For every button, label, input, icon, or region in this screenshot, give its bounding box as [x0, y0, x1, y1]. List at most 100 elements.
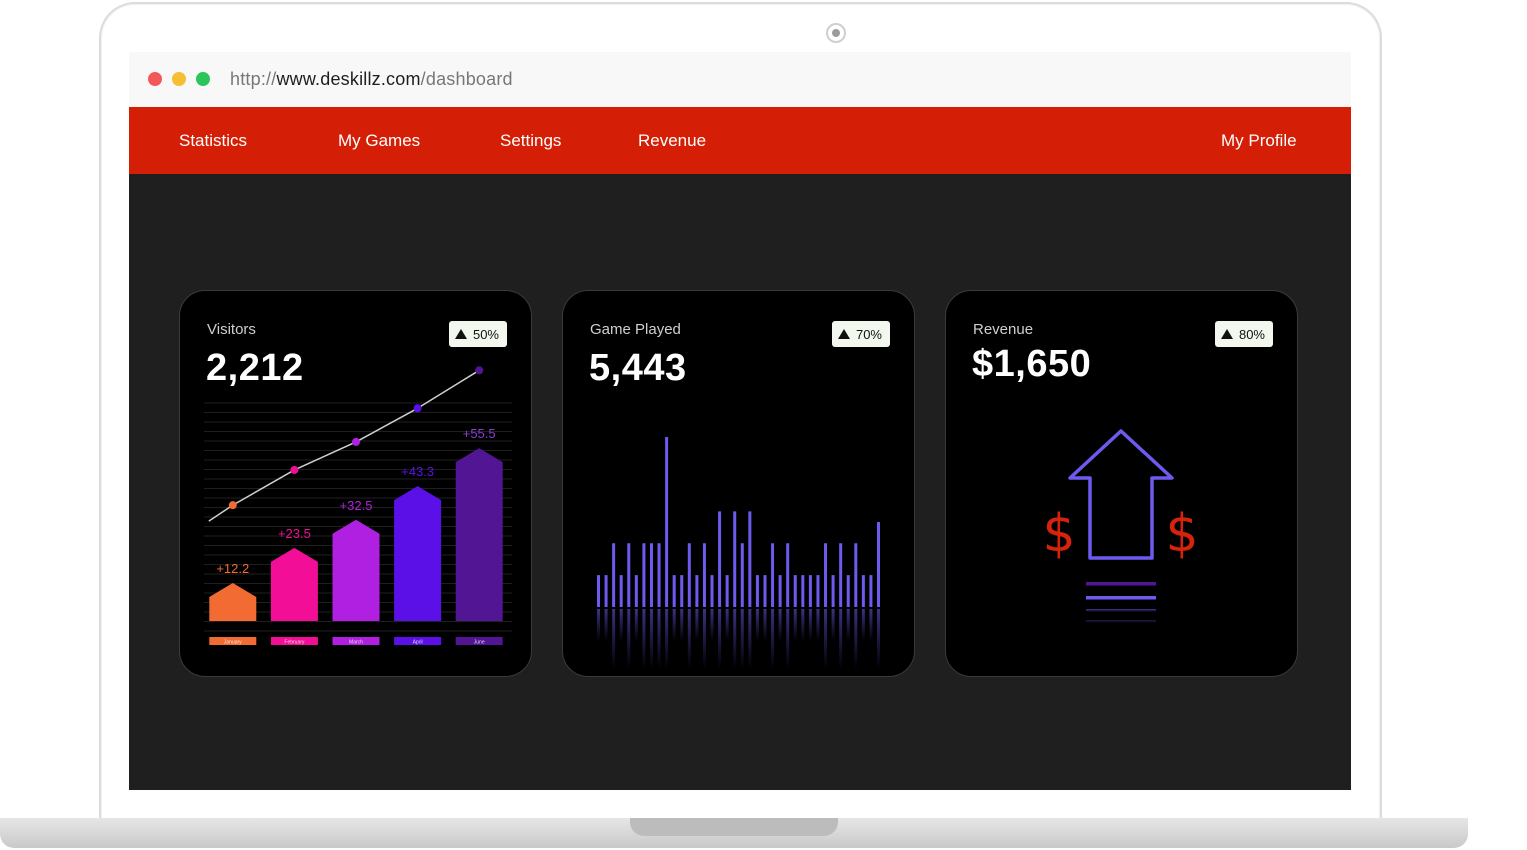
games-played-bar-reflection [740, 609, 744, 669]
games-played-bar [619, 575, 623, 607]
laptop-notch [630, 818, 838, 836]
games-played-bar [869, 575, 873, 607]
games-played-bar-reflection [597, 609, 600, 641]
games-played-bar [763, 575, 767, 607]
games-played-bar-reflection [801, 609, 805, 641]
games-played-bar-reflection [831, 609, 835, 641]
visitors-category-chip [209, 637, 257, 645]
games-played-bar-reflection [877, 609, 880, 669]
visitors-bar-label: +55.5 [463, 426, 496, 441]
visitors-badge: 50% [448, 321, 507, 347]
games-played-bar-reflection [710, 609, 714, 641]
visitors-bar-label: +32.5 [340, 498, 373, 513]
games-played-title: Game Played [590, 321, 681, 338]
games-played-value: 5,443 [589, 347, 687, 389]
svg-text:$: $ [1042, 504, 1075, 564]
visitors-category-chip [394, 637, 442, 645]
games-played-bar [725, 575, 729, 607]
games-played-bar-reflection [861, 609, 865, 641]
games-played-bar-reflection [778, 609, 782, 641]
visitors-trend-point [228, 501, 237, 510]
visitors-trend-line [208, 369, 480, 522]
games-played-bar [801, 575, 805, 607]
visitors-bar [270, 547, 318, 621]
nav-my-profile[interactable]: My Profile [1221, 131, 1297, 150]
games-played-bar-reflection [627, 609, 631, 669]
url-field[interactable]: http://www.deskillz.com/dashboard [230, 69, 513, 90]
visitors-trend-point [413, 404, 422, 413]
nav-statistics[interactable]: Statistics [179, 131, 248, 150]
games-played-bar-reflection [672, 609, 676, 641]
games-played-bar-reflection [869, 609, 873, 641]
revenue-card[interactable]: Revenue $1,650 80% $ $ [945, 290, 1298, 677]
up-triangle-icon [1220, 329, 1233, 339]
nav-revenue[interactable]: Revenue [638, 131, 707, 150]
visitors-category-label: February [284, 640, 305, 646]
games-played-bar-reflection [665, 609, 669, 669]
minimize-window-dot[interactable] [172, 72, 186, 86]
close-window-dot[interactable] [148, 72, 162, 86]
games-played-bar-reflection [702, 609, 706, 669]
games-played-bar-reflection [612, 609, 616, 669]
games-played-bar-reflection [642, 609, 646, 669]
visitors-category-label: March [349, 640, 363, 646]
games-played-bar [612, 543, 616, 607]
games-played-badge: 70% [831, 321, 890, 347]
games-played-bar-reflection [846, 609, 850, 641]
games-played-bar-reflection [763, 609, 767, 641]
revenue-badge-label: 80% [1238, 326, 1265, 342]
games-played-bar [680, 575, 684, 607]
games-played-bar [657, 543, 661, 607]
visitors-trend-point [475, 366, 484, 375]
revenue-up-arrow-icon: $ $ [1042, 429, 1199, 623]
games-played-bar [808, 575, 812, 607]
games-played-bar-reflection [695, 609, 699, 641]
games-played-bar-reflection [771, 609, 775, 669]
games-played-bar [786, 543, 790, 607]
visitors-category-chip [270, 637, 318, 645]
games-played-bar [687, 543, 691, 607]
games-played-bar [642, 543, 646, 607]
visitors-bar [394, 486, 442, 621]
visitors-category-label: June [474, 640, 485, 646]
visitors-chart: +12.2 January +23.5 February +32.5 March +43.3… [204, 366, 512, 646]
visitors-category-label: April [413, 640, 423, 646]
visitors-trend-point [290, 465, 299, 474]
games-played-bar [861, 575, 865, 607]
url-path: /dashboard [420, 69, 513, 89]
games-played-bar-reflection [604, 609, 608, 641]
games-played-badge-label: 70% [855, 326, 882, 342]
games-played-bar-reflection [733, 609, 737, 669]
visitors-card[interactable]: +12.2 January +23.5 February +32.5 March +43.3… [179, 290, 532, 677]
games-played-bar [793, 575, 797, 607]
visitors-bar-label: +43.3 [401, 464, 434, 479]
games-played-bar [748, 511, 752, 607]
revenue-value: $1,650 [972, 343, 1092, 385]
url-domain: www.deskillz.com [276, 69, 421, 89]
nav-settings[interactable]: Settings [500, 131, 562, 150]
games-played-bar [755, 575, 759, 607]
url-protocol: http:// [230, 69, 277, 89]
games-played-bar [854, 543, 858, 607]
games-played-bar-reflection [687, 609, 691, 669]
visitors-bar [455, 448, 503, 621]
games-played-bar-reflection [680, 609, 684, 641]
maximize-window-dot[interactable] [196, 72, 210, 86]
visitors-badge-label: 50% [472, 326, 499, 342]
games-played-bar-reflection [839, 609, 843, 669]
games-played-bar [604, 575, 608, 607]
visitors-bar [209, 583, 257, 621]
games-played-bar [627, 543, 631, 607]
games-played-bar [718, 511, 722, 607]
nav-my-games[interactable]: My Games [338, 131, 421, 150]
browser-address-bar: http://www.deskillz.com/dashboard [129, 52, 1351, 107]
games-played-card[interactable]: Game Played 5,443 70% [562, 290, 915, 677]
visitors-bar-label: +12.2 [216, 561, 249, 576]
games-played-bar [846, 575, 850, 607]
games-played-bar-reflection [649, 609, 653, 669]
games-played-bar [634, 575, 638, 607]
games-played-bar-reflection [619, 609, 623, 641]
games-played-bar-reflection [854, 609, 858, 669]
games-played-bar [597, 575, 600, 607]
visitors-category-chip [455, 637, 503, 645]
